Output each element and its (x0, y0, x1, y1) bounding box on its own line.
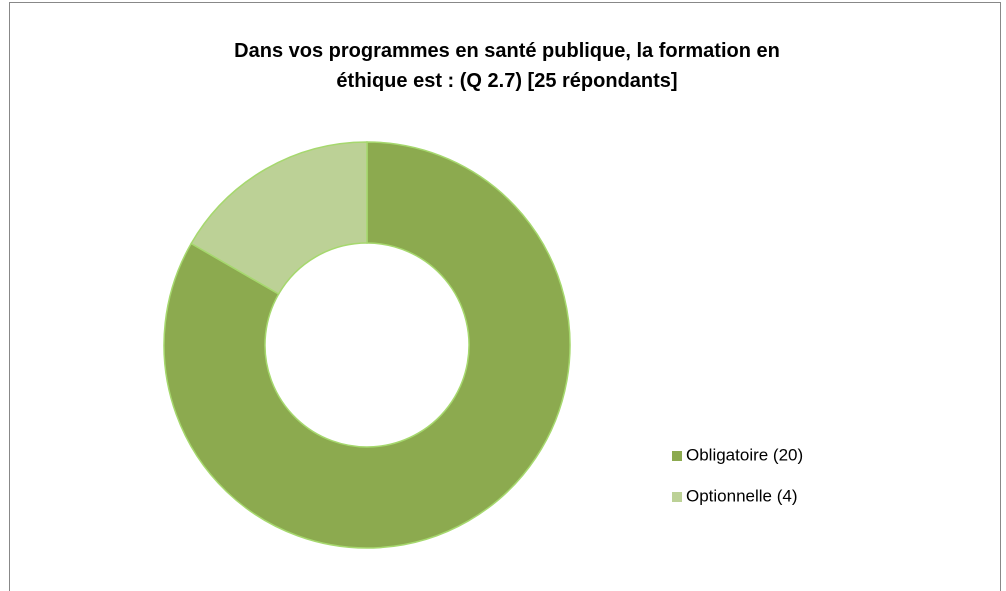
donut-segment (190, 141, 368, 296)
legend-label: Obligatoire (20) (686, 445, 803, 464)
donut-segment (163, 141, 571, 549)
chart-frame (9, 2, 1001, 591)
legend-swatch (672, 451, 682, 461)
legend-swatch (672, 492, 682, 502)
chart-title: Dans vos programmes en santé publique, l… (234, 40, 780, 92)
legend-label: Optionnelle (4) (686, 486, 798, 505)
